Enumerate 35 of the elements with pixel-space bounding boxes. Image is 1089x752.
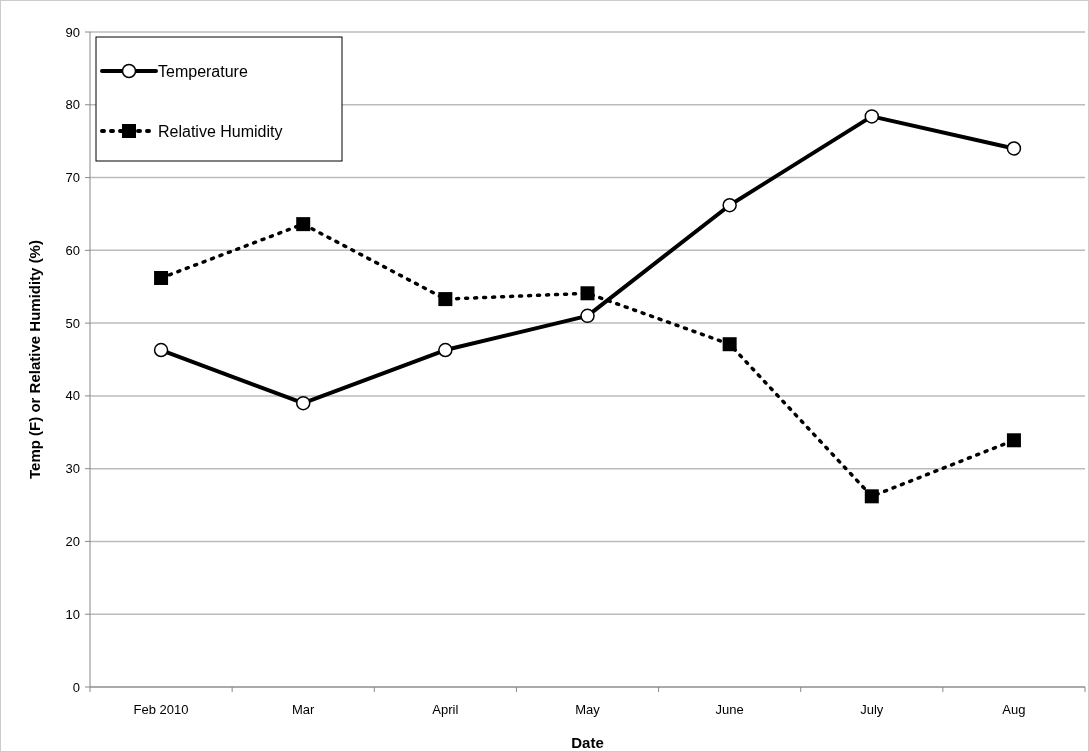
point: [1006, 141, 1022, 156]
point: [438, 342, 453, 358]
y-tick-label: 40: [65, 388, 80, 404]
legend-label: Relative Humidity: [158, 122, 283, 140]
point: [296, 217, 311, 232]
point: [1006, 433, 1021, 448]
y-tick-label: 20: [65, 533, 80, 549]
y-tick-label: 10: [65, 606, 80, 622]
point: [580, 308, 595, 324]
y-tick-label: 80: [65, 97, 80, 113]
y-tick-label: 60: [65, 242, 80, 258]
point: [722, 197, 737, 213]
x-tick-label: Mar: [292, 702, 316, 717]
x-tick-label: Aug: [1002, 702, 1026, 717]
x-tick-label: July: [860, 702, 884, 717]
point: [580, 286, 595, 301]
y-axis-title: Temp (F) or Relative Humidity (%): [26, 240, 43, 479]
point: [722, 337, 737, 352]
point: [864, 489, 879, 504]
x-tick-label: June: [715, 702, 744, 717]
x-tick-label: May: [575, 702, 601, 717]
point: [154, 270, 169, 285]
point: [295, 395, 311, 411]
y-tick-label: 0: [72, 679, 80, 695]
y-tick-label: 70: [65, 170, 80, 186]
x-tick-label: April: [432, 702, 459, 717]
point: [864, 109, 880, 124]
y-tick-label: 90: [65, 24, 80, 40]
point: [153, 342, 169, 358]
point: [438, 292, 453, 307]
x-axis-title: Date: [571, 734, 604, 751]
legend-label: Temperature: [158, 62, 248, 80]
y-tick-label: 30: [65, 461, 80, 477]
x-tick-label: Feb 2010: [133, 702, 189, 717]
y-tick-label: 50: [65, 315, 80, 331]
